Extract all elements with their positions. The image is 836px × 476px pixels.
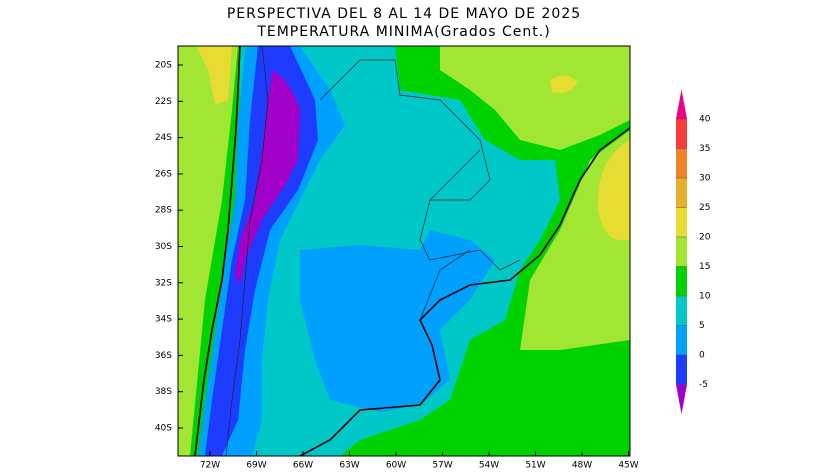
- longitude-label: 72W: [200, 461, 220, 471]
- longitude-label: 45W: [618, 461, 638, 471]
- colorbar-label: 35: [699, 144, 710, 154]
- colorbar-segment: [676, 355, 687, 385]
- latitude-label: 20S: [155, 61, 172, 71]
- map-frame: [177, 45, 631, 457]
- latitude-label: 40S: [155, 424, 172, 434]
- colorbar-segment: [676, 119, 687, 149]
- colorbar-segment: [676, 237, 687, 267]
- longitude-label: 54W: [479, 461, 499, 471]
- colorbar-segment: [676, 89, 687, 119]
- latitude-label: 34S: [155, 315, 172, 325]
- colorbar-label: 40: [699, 115, 711, 125]
- colorbar-label: 25: [699, 203, 710, 213]
- colorbar-label: 5: [699, 321, 705, 331]
- colorbar-segment: [676, 148, 687, 178]
- colorbar-segment: [676, 207, 687, 237]
- longitude-label: 57W: [432, 461, 452, 471]
- colorbar-label: 0: [699, 351, 705, 361]
- longitude-label: 69W: [246, 461, 266, 471]
- latitude-label: 28S: [155, 206, 172, 216]
- latitude-label: 22S: [155, 97, 172, 107]
- latitude-label: 26S: [155, 169, 172, 179]
- longitude-label: 48W: [572, 461, 592, 471]
- latitude-label: 30S: [155, 242, 172, 252]
- longitude-label: 60W: [386, 461, 406, 471]
- longitude-label: 63W: [339, 461, 359, 471]
- colorbar-segment: [676, 325, 687, 355]
- latitude-label: 38S: [155, 387, 172, 397]
- title-line: TEMPERATURA MINIMA(Grados Cent.): [256, 24, 550, 40]
- colorbar-label: 15: [699, 262, 710, 272]
- latitude-label: 36S: [155, 351, 172, 361]
- latitude-label: 24S: [155, 133, 172, 143]
- colorbar-segment: [676, 178, 687, 208]
- colorbar-label: 30: [699, 174, 711, 184]
- colorbar-segment: [676, 384, 687, 414]
- colorbar-label: 20: [699, 233, 711, 243]
- longitude-label: 66W: [293, 461, 313, 471]
- colorbar-label: -5: [699, 380, 708, 390]
- colorbar-label: 10: [699, 292, 711, 302]
- longitude-label: 51W: [525, 461, 545, 471]
- colorbar-segment: [676, 296, 687, 326]
- colorbar-segment: [676, 266, 687, 296]
- temperature-map: [178, 46, 630, 456]
- title-line: PERSPECTIVA DEL 8 AL 14 DE MAYO DE 2025: [227, 6, 581, 22]
- latitude-label: 32S: [155, 278, 172, 288]
